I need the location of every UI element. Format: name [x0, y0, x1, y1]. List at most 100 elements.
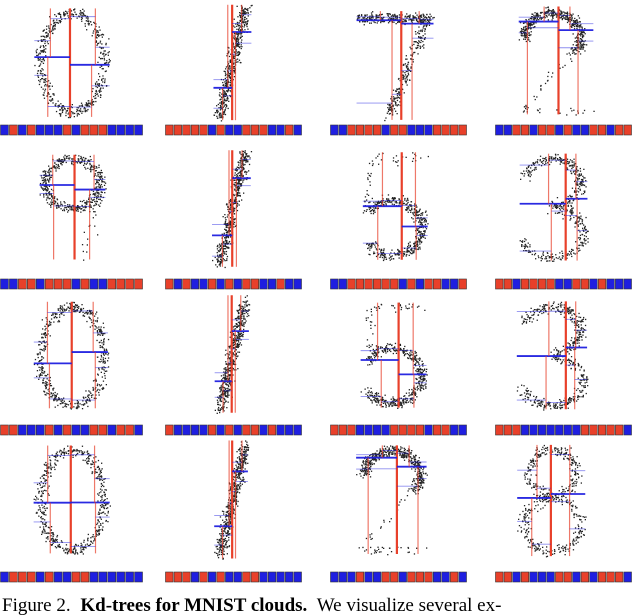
split-indicator: [80, 124, 90, 136]
panel: [330, 11, 467, 136]
point: [545, 11, 547, 13]
point: [102, 357, 104, 359]
point: [410, 48, 412, 50]
point: [65, 207, 67, 209]
point: [536, 13, 539, 16]
point: [90, 159, 92, 161]
point: [381, 20, 383, 22]
point: [369, 201, 371, 203]
point: [59, 14, 62, 16]
point: [552, 16, 554, 18]
point: [45, 175, 47, 177]
point: [569, 219, 571, 221]
point: [45, 45, 47, 47]
point: [573, 25, 576, 28]
point: [75, 154, 77, 156]
point: [371, 164, 374, 167]
point: [49, 88, 51, 90]
point: [391, 249, 393, 251]
point: [229, 222, 231, 225]
point: [555, 207, 558, 209]
point: [540, 89, 542, 91]
point: [42, 328, 44, 330]
point: [63, 12, 65, 14]
point: [534, 26, 536, 28]
point: [540, 17, 542, 19]
point: [49, 176, 51, 178]
point: [382, 21, 384, 23]
point: [387, 14, 389, 16]
point: [238, 188, 240, 190]
point: [83, 106, 86, 109]
point: [236, 28, 238, 30]
point: [39, 182, 42, 185]
point: [226, 240, 228, 242]
point: [97, 317, 99, 319]
split-indicator: [355, 278, 365, 290]
point: [61, 18, 63, 20]
point: [409, 15, 411, 18]
point: [42, 179, 45, 181]
split-indicator: [580, 124, 589, 136]
split-indicator: [27, 278, 36, 290]
point: [423, 14, 425, 16]
point: [423, 25, 425, 27]
point: [102, 344, 105, 346]
point: [108, 38, 110, 40]
point: [536, 96, 538, 98]
point: [96, 331, 99, 333]
point: [92, 193, 95, 195]
point: [39, 373, 42, 376]
point: [557, 257, 559, 260]
point: [568, 52, 570, 54]
point: [529, 244, 531, 246]
point: [60, 308, 62, 310]
point: [229, 233, 232, 235]
point: [387, 15, 390, 17]
point: [229, 226, 231, 228]
point: [43, 50, 45, 52]
point: [364, 16, 366, 18]
point: [401, 83, 404, 86]
point: [59, 20, 61, 22]
point: [584, 228, 586, 230]
point: [579, 33, 581, 36]
point: [101, 78, 103, 80]
point: [404, 78, 406, 80]
point: [578, 39, 580, 41]
point: [76, 208, 78, 210]
point: [424, 211, 427, 213]
point: [579, 21, 581, 23]
point: [541, 255, 543, 258]
point: [42, 372, 44, 374]
point: [105, 42, 107, 45]
point: [233, 223, 235, 226]
point: [102, 322, 104, 324]
point: [229, 60, 231, 62]
point: [106, 349, 108, 351]
point: [97, 374, 99, 376]
point: [66, 302, 68, 304]
point: [572, 23, 574, 25]
point: [580, 182, 582, 184]
point: [73, 307, 76, 309]
point: [59, 109, 62, 111]
point: [226, 236, 228, 238]
point: [235, 23, 237, 25]
point: [422, 40, 424, 43]
point: [574, 41, 576, 43]
split-indicator: [116, 424, 125, 436]
point: [59, 115, 62, 117]
point: [216, 248, 219, 250]
point: [562, 17, 565, 19]
point: [570, 212, 572, 215]
point: [527, 242, 529, 244]
point: [229, 208, 231, 210]
point: [99, 198, 101, 200]
point: [225, 246, 227, 248]
point: [81, 404, 83, 406]
point: [43, 391, 45, 393]
point: [97, 192, 99, 194]
point: [529, 251, 532, 253]
point: [95, 31, 97, 34]
